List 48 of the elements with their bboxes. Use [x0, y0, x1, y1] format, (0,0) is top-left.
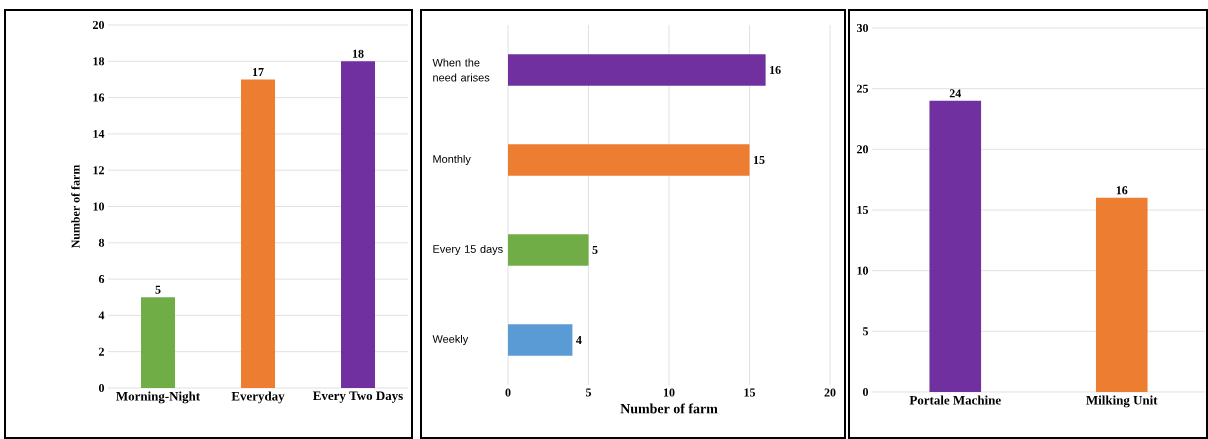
y-tick-label: 18: [93, 57, 105, 66]
x-tick-label: 20: [824, 388, 836, 397]
data-label: 16: [1116, 186, 1128, 195]
bar: [508, 324, 573, 356]
y-tick-label: 8: [98, 238, 105, 247]
y-tick-label: 10: [93, 202, 105, 211]
data-label: 5: [592, 246, 598, 254]
y-tick-label: 4: [98, 311, 105, 320]
x-tick-label: 5: [586, 388, 592, 397]
y-tick-label: 25: [857, 84, 869, 93]
y-tick-label: 6: [98, 275, 105, 284]
x-tick-label: Portale Machine: [909, 395, 1001, 405]
x-tick-label: Everyday: [231, 391, 285, 404]
y-tick-label: 16: [93, 93, 105, 102]
bar: [341, 61, 376, 388]
y-tick-label: 20: [857, 145, 869, 154]
data-label: 16: [770, 65, 781, 74]
x-tick-label: 0: [505, 388, 511, 397]
data-label: 5: [155, 285, 161, 294]
y-tick-label: Monthly: [433, 154, 471, 166]
x-tick-label: Morning-Night: [116, 391, 201, 404]
y-tick-label: When the need arises: [432, 58, 490, 82]
y-tick-label: 14: [93, 129, 105, 138]
y-tick-label: 12: [93, 166, 104, 175]
y-tick-label: Every 15 days: [433, 244, 503, 256]
bar: [141, 297, 176, 388]
y-tick-label: 15: [857, 205, 869, 214]
y-tick-label: 2: [99, 347, 104, 356]
data-label: 4: [576, 336, 582, 344]
x-tick-label: Milking Unit: [1086, 395, 1158, 408]
x-axis-title: Number of farm: [620, 403, 718, 414]
bar: [508, 234, 589, 266]
y-tick-label: 20: [93, 20, 105, 30]
data-label: 24: [949, 89, 962, 98]
data-label: 18: [352, 49, 364, 58]
data-label: 17: [252, 68, 264, 76]
y-tick-label: 10: [857, 266, 869, 275]
x-tick-label: 10: [663, 388, 675, 397]
y-axis-title: Number of farm: [71, 164, 80, 249]
x-tick-label: 15: [744, 388, 756, 397]
y-tick-label: 5: [863, 327, 869, 336]
bar: [508, 144, 750, 176]
data-label: 15: [753, 155, 765, 164]
bar: [508, 54, 766, 86]
bar: [241, 79, 276, 388]
y-tick-label: 30: [856, 23, 869, 33]
y-tick-label: Weekly: [432, 334, 469, 346]
x-tick-label: Every Two Days: [313, 391, 403, 403]
